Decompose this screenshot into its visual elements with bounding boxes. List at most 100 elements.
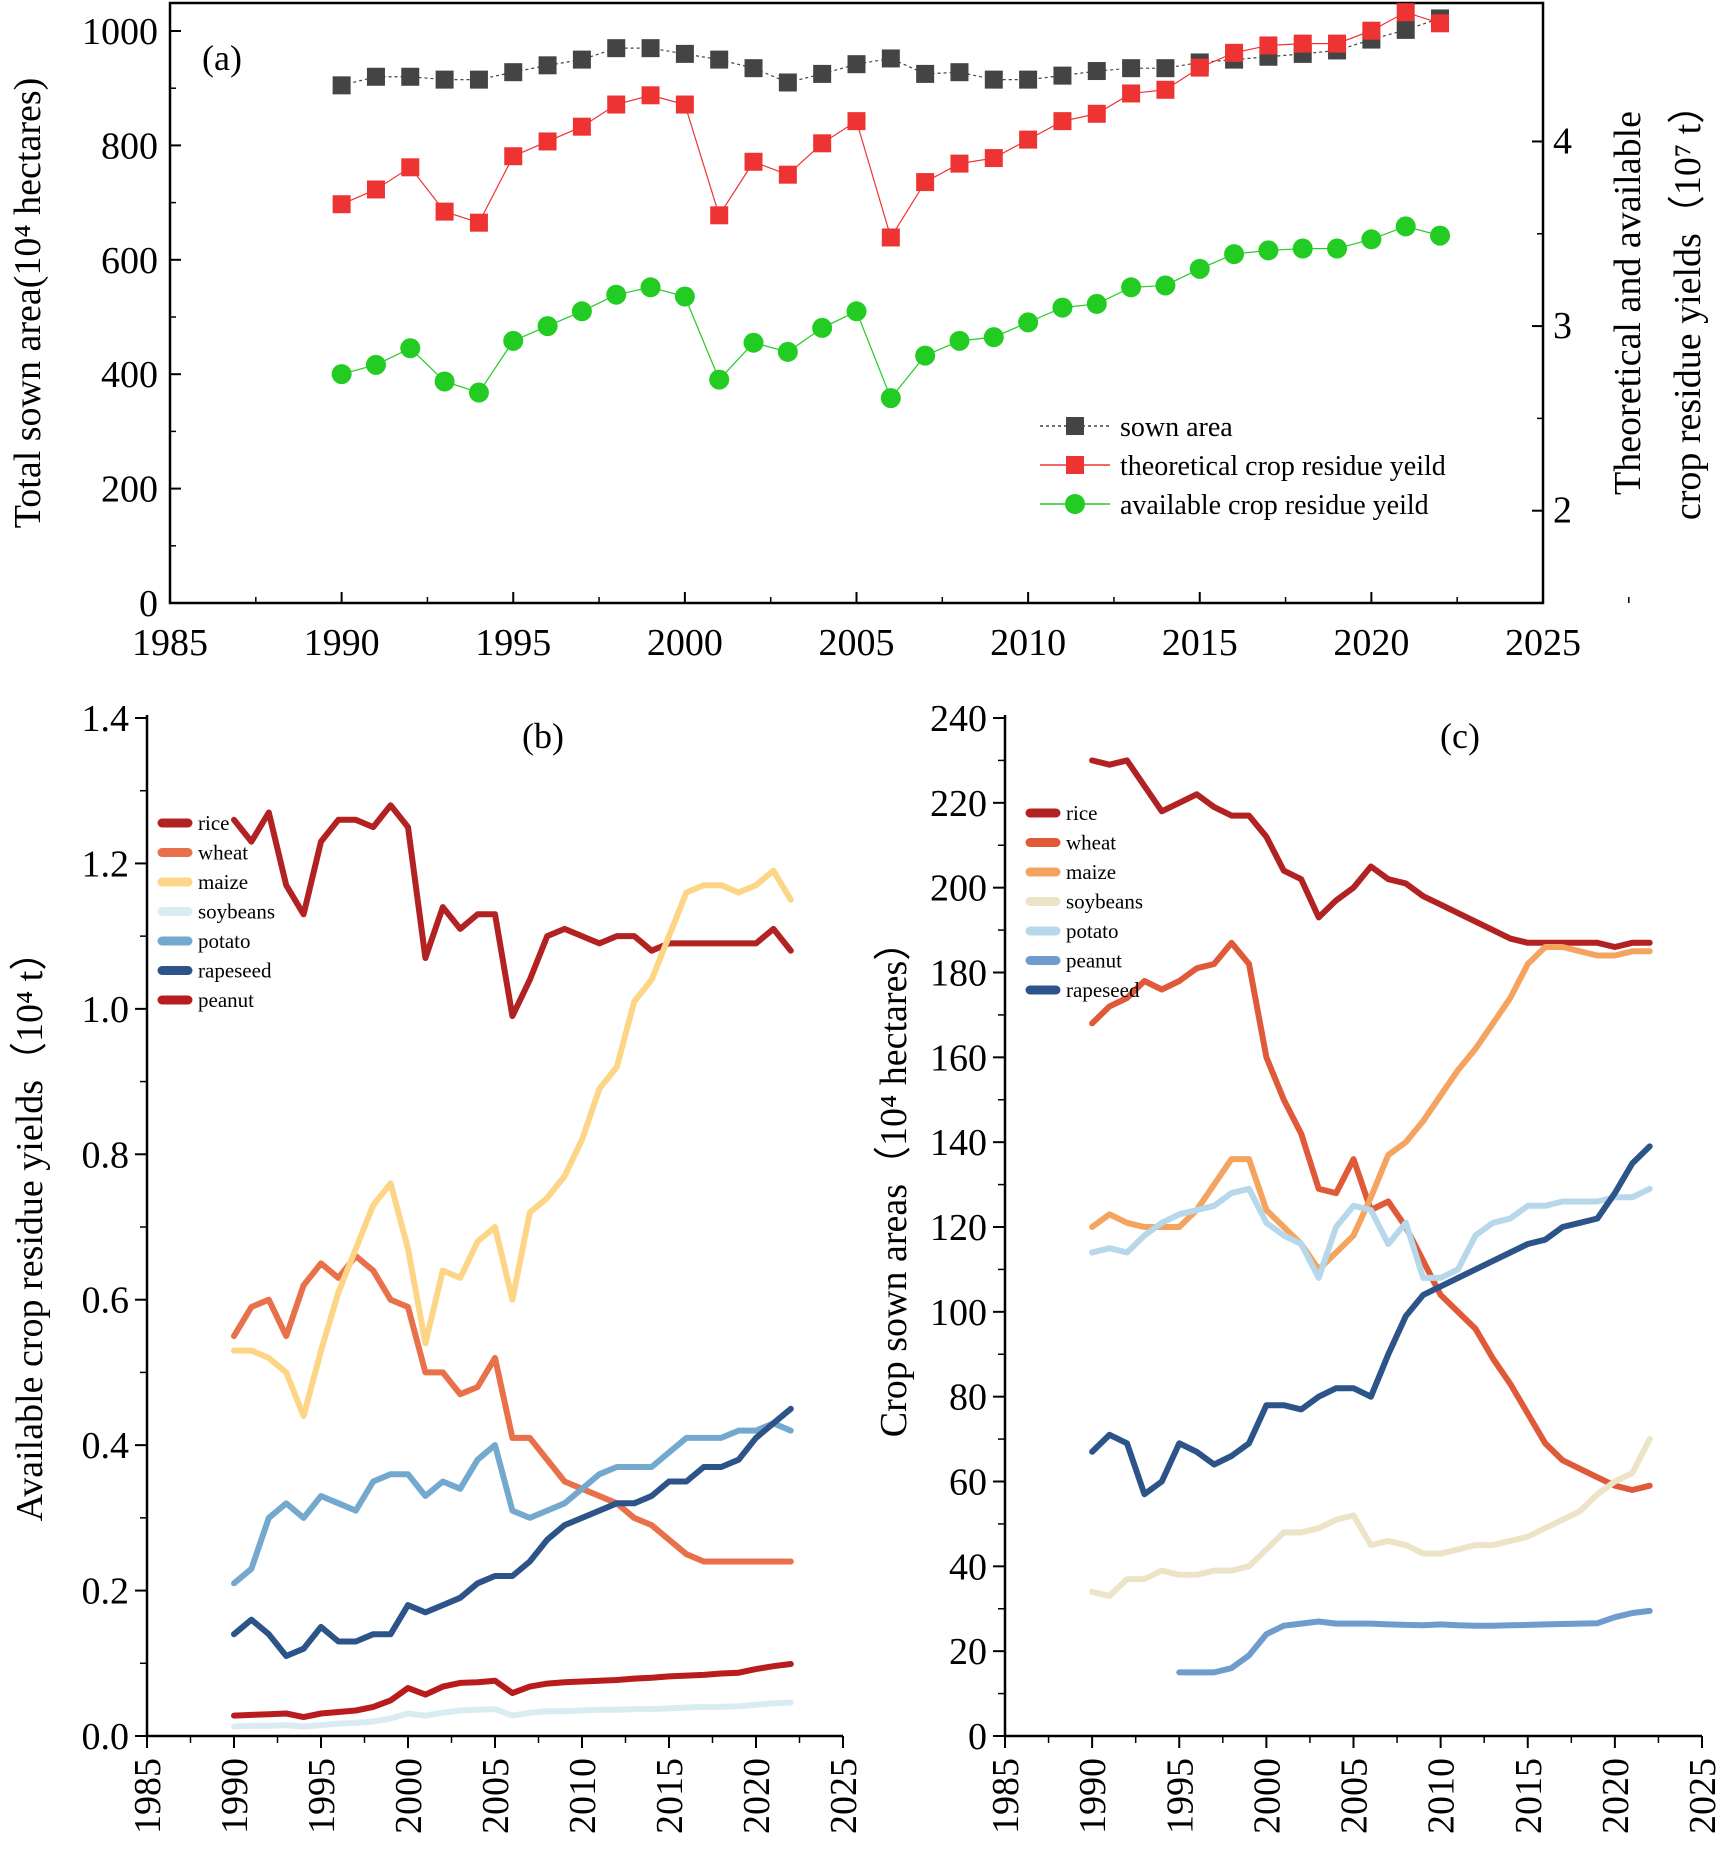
data-point <box>469 213 488 232</box>
y-tick-label: 60 <box>949 1462 987 1504</box>
data-point <box>709 369 730 390</box>
legend-marker <box>1066 456 1084 474</box>
x-tick-label: 2015 <box>1508 1758 1550 1834</box>
y-tick-label: 180 <box>930 953 987 995</box>
legend-label: soybeans <box>1066 890 1143 914</box>
data-point <box>949 330 970 351</box>
data-point <box>813 64 832 83</box>
x-tick-label: 2010 <box>562 1758 604 1834</box>
panel-b-chart: 1985 1990 1995 2000 2005 2010 2015 2020 2025 0.0 0… <box>9 698 865 1834</box>
data-point <box>504 63 523 82</box>
x-tick-label: 2015 <box>649 1758 691 1834</box>
data-point <box>675 44 694 63</box>
data-point <box>366 180 385 199</box>
legend-label: sown area <box>1120 412 1233 443</box>
data-point <box>847 112 866 131</box>
y2-tick-label: 4 <box>1553 120 1572 162</box>
y-tick-label: 0.6 <box>82 1280 130 1322</box>
series-line-soybeans <box>1089 1436 1653 1599</box>
data-point <box>812 317 833 338</box>
data-point <box>950 154 969 173</box>
data-point <box>1361 229 1382 250</box>
y-tick-label: 120 <box>930 1207 987 1249</box>
y-tick-label: 40 <box>949 1546 987 1588</box>
data-point <box>1155 275 1176 296</box>
data-point <box>332 76 351 95</box>
legend-label: peanut <box>1066 949 1122 973</box>
x-tick-label: 1990 <box>214 1758 256 1834</box>
data-point <box>435 202 454 221</box>
data-point <box>607 95 626 114</box>
y-tick-label: 1.4 <box>82 698 130 740</box>
series-line-potato <box>1089 1185 1653 1281</box>
data-point <box>1053 112 1072 131</box>
data-point <box>365 354 386 375</box>
x-tick-label: 2010 <box>1421 1758 1463 1834</box>
y-tick-label: 400 <box>101 354 158 396</box>
x-tick-label: 2000 <box>1246 1758 1288 1834</box>
data-point <box>1053 66 1072 85</box>
y-tick-label: 1000 <box>82 11 158 53</box>
panel-a-chart: 1985 1990 1995 2000 2005 2010 2015 2020 2025 0 200… <box>7 1 1709 664</box>
x-tick-label: 1995 <box>1159 1758 1201 1834</box>
series-line-rapeseed <box>231 1405 794 1659</box>
data-point <box>744 152 763 171</box>
data-point <box>880 388 901 409</box>
data-point <box>777 341 798 362</box>
data-point <box>1224 244 1245 265</box>
legend-label: peanut <box>198 988 254 1012</box>
data-point <box>641 39 660 58</box>
x-tick-label: 2025 <box>1505 622 1581 664</box>
panel-a-label: (a) <box>202 38 242 78</box>
data-point <box>1431 14 1450 33</box>
data-point <box>881 228 900 247</box>
x-tick-label: 2020 <box>1333 622 1409 664</box>
data-point <box>1087 104 1106 123</box>
data-point <box>950 63 969 82</box>
data-point <box>813 134 832 153</box>
series-line-rice <box>231 802 794 1020</box>
data-point <box>331 364 352 385</box>
data-point <box>1292 238 1313 259</box>
legend-label: rapeseed <box>1066 978 1140 1002</box>
data-point <box>1327 238 1348 259</box>
data-point <box>1362 21 1381 40</box>
data-point <box>674 286 695 307</box>
series-line-rice <box>1089 757 1653 950</box>
y-tick-label: 160 <box>930 1037 987 1079</box>
data-point <box>332 195 351 214</box>
data-point <box>915 345 936 366</box>
x-tick-label: 2025 <box>823 1758 865 1834</box>
series-line-wheat <box>231 1253 794 1565</box>
legend-marker <box>1066 417 1084 435</box>
series-line-potato <box>231 1420 794 1587</box>
legend-label: potato <box>1066 919 1119 943</box>
y-tick-label: 200 <box>101 469 158 511</box>
y2-axis-title-line2: crop residue yields（10⁷ t） <box>1667 86 1709 520</box>
panel-c-label: (c) <box>1440 716 1480 756</box>
legend-label: rice <box>1066 801 1097 825</box>
panel-b-label: (b) <box>522 716 564 756</box>
data-point <box>504 147 523 166</box>
y-tick-label: 0 <box>139 583 158 625</box>
y-tick-label: 200 <box>930 868 987 910</box>
data-point <box>641 86 660 105</box>
x-tick-label: 1985 <box>985 1758 1027 1834</box>
data-point <box>1019 130 1038 149</box>
y-tick-label: 220 <box>930 783 987 825</box>
y-tick-label: 0.8 <box>82 1134 130 1176</box>
legend-label: wheat <box>1066 831 1116 855</box>
data-point <box>1052 297 1073 318</box>
y2-tick-label: 3 <box>1553 305 1572 347</box>
data-point <box>984 70 1003 89</box>
x-tick-label: 2010 <box>990 622 1066 664</box>
data-point <box>1225 43 1244 62</box>
y-axis-title: Total sown area(10⁴ hectares) <box>7 78 49 529</box>
data-point <box>881 49 900 68</box>
x-tick-label: 2005 <box>1334 1758 1376 1834</box>
y2-tick-label: 2 <box>1553 490 1572 532</box>
y-tick-label: 1.0 <box>82 989 130 1031</box>
x-tick-label: 2020 <box>736 1758 778 1834</box>
y-tick-label: 100 <box>930 1292 987 1334</box>
